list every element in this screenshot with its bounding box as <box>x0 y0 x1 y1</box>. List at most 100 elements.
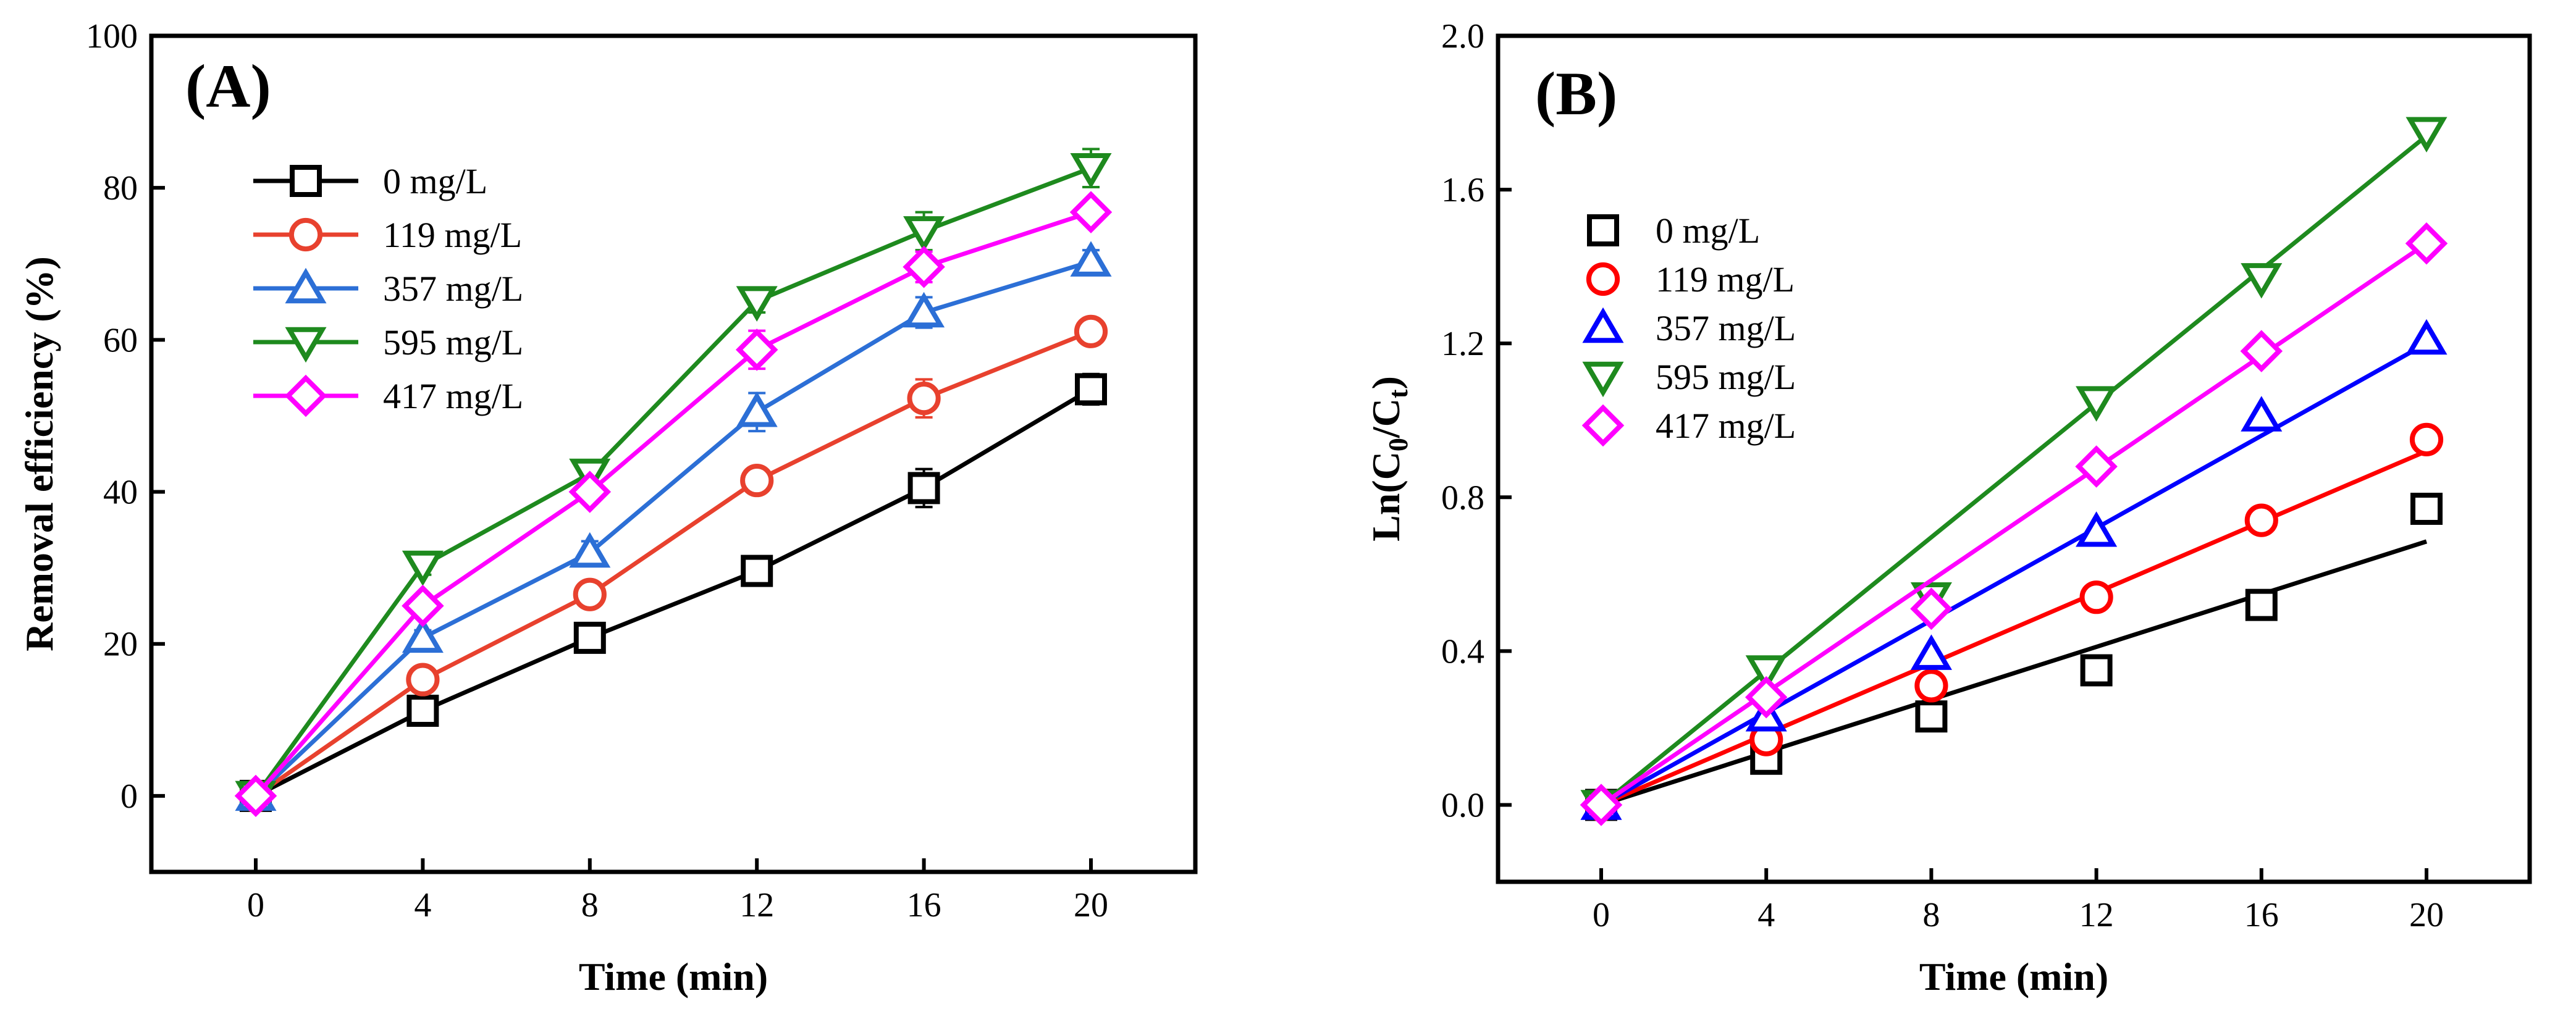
legend-label: 357 mg/L <box>1656 308 1796 348</box>
data-point <box>1915 700 1948 733</box>
chart-panel-b: 0 4 8 12 16 20 0.0 0.4 0.8 1.2 1.6 2.0 Time (min) Ln(… <box>1364 17 2532 999</box>
legend-label: 417 mg/L <box>1656 406 1796 446</box>
legend-label: 119 mg/L <box>383 215 522 255</box>
x-tick-label: 20 <box>1074 886 1108 924</box>
plot-frame <box>149 33 1198 874</box>
y-tick-label: 0 <box>120 777 138 816</box>
legend-marker <box>1581 404 1625 447</box>
data-point <box>2245 588 2278 621</box>
data-point <box>1745 655 1787 691</box>
series-119-mg-l <box>1584 422 2444 822</box>
x-tick-label: 0 <box>247 886 264 924</box>
data-point <box>234 774 277 818</box>
data-point <box>2406 117 2448 153</box>
data-point <box>1745 676 1788 719</box>
fit-line <box>1600 539 2428 807</box>
data-point <box>569 532 611 568</box>
series-417-mg-l <box>234 191 1113 818</box>
series-0-mg-l <box>1585 492 2443 821</box>
data-point <box>1074 314 1108 348</box>
series-line <box>254 259 1092 798</box>
series-line <box>254 165 1092 797</box>
legend-entry: 357 mg/L <box>253 267 523 309</box>
fit-line <box>1600 341 2428 807</box>
legend-marker <box>285 327 327 363</box>
data-point <box>2241 396 2283 432</box>
x-axis-title: Time (min) <box>579 955 768 999</box>
chart-panel-a: 0 4 8 12 16 20 0 20 40 60 80 100 Time (min) Removal e… <box>17 17 1198 999</box>
legend-entry: 0 mg/L <box>253 161 487 201</box>
data-point <box>1910 587 1953 630</box>
y-tick-label: 0.0 <box>1441 786 1484 824</box>
legend-entry: 119 mg/L <box>1586 259 1795 299</box>
y-tick-label: 60 <box>103 321 138 359</box>
data-point <box>907 472 940 505</box>
data-point <box>1069 191 1113 233</box>
data-point <box>2076 386 2118 422</box>
legend-label: 0 mg/L <box>383 161 487 201</box>
legend-label: 357 mg/L <box>383 269 523 309</box>
data-point <box>1075 373 1107 406</box>
data-point <box>573 621 606 654</box>
x-tick-label: 4 <box>1757 896 1775 934</box>
data-point <box>402 550 444 587</box>
x-tick-label: 12 <box>2079 896 2114 934</box>
y-tick-label: 1.6 <box>1441 171 1484 209</box>
legend-entry: 357 mg/L <box>1582 307 1796 348</box>
data-point <box>907 382 941 416</box>
data-point <box>406 695 439 727</box>
series-line <box>255 387 1092 798</box>
legend-entry: 0 mg/L <box>1587 211 1760 251</box>
y-tick-label: 2.0 <box>1441 17 1484 56</box>
y-tick-label: 20 <box>103 626 138 664</box>
series-line <box>254 210 1092 798</box>
x-tick-label: 0 <box>1593 896 1610 934</box>
legend-marker <box>1582 361 1624 398</box>
series-0-mg-l <box>240 372 1107 812</box>
data-point <box>2405 222 2448 265</box>
series-357-mg-l <box>1580 319 2448 820</box>
data-point <box>735 329 778 371</box>
data-point <box>903 291 945 328</box>
legend-label: 119 mg/L <box>1656 259 1795 299</box>
fit-line <box>1600 241 2428 807</box>
x-axis-title: Time (min) <box>1919 955 2108 999</box>
legend-entry: 417 mg/L <box>1581 404 1796 447</box>
panel-label: (B) <box>1535 59 1617 128</box>
data-point <box>903 216 945 252</box>
data-point <box>406 663 440 697</box>
x-tick-label: 8 <box>581 886 599 924</box>
data-point <box>740 463 774 498</box>
x-tick-label: 8 <box>1922 896 1940 934</box>
data-point <box>402 617 444 653</box>
legend-marker <box>290 165 322 197</box>
legend-marker <box>1586 262 1620 296</box>
data-point <box>741 555 773 587</box>
data-point <box>903 245 945 288</box>
x-tick-label: 16 <box>2244 896 2279 934</box>
data-point <box>1070 241 1112 277</box>
y-tick-label: 100 <box>86 17 138 56</box>
x-tick-label: 20 <box>2409 896 2444 934</box>
x-tick-label: 4 <box>414 886 431 924</box>
data-point <box>1070 153 1112 189</box>
data-point <box>2240 330 2283 372</box>
y-tick-label: 0.8 <box>1441 479 1484 517</box>
legend-label: 417 mg/L <box>383 376 523 416</box>
data-point <box>568 471 612 513</box>
legend-label: 595 mg/L <box>1656 357 1796 397</box>
fit-line <box>1599 134 2428 807</box>
y-axis-title: Ln(C0/Ct) <box>1364 376 1413 542</box>
y-tick-label: 0.4 <box>1441 632 1484 671</box>
data-point <box>2079 580 2113 614</box>
fit-line <box>1600 449 2428 807</box>
data-point <box>736 391 778 427</box>
data-point <box>2080 654 2113 687</box>
x-tick-label: 16 <box>907 886 941 924</box>
x-tick-label: 12 <box>739 886 774 924</box>
series-417-mg-l <box>1580 222 2448 826</box>
series-line <box>254 329 1092 798</box>
data-point <box>402 584 444 627</box>
legend-entry: 595 mg/L <box>1582 357 1796 398</box>
